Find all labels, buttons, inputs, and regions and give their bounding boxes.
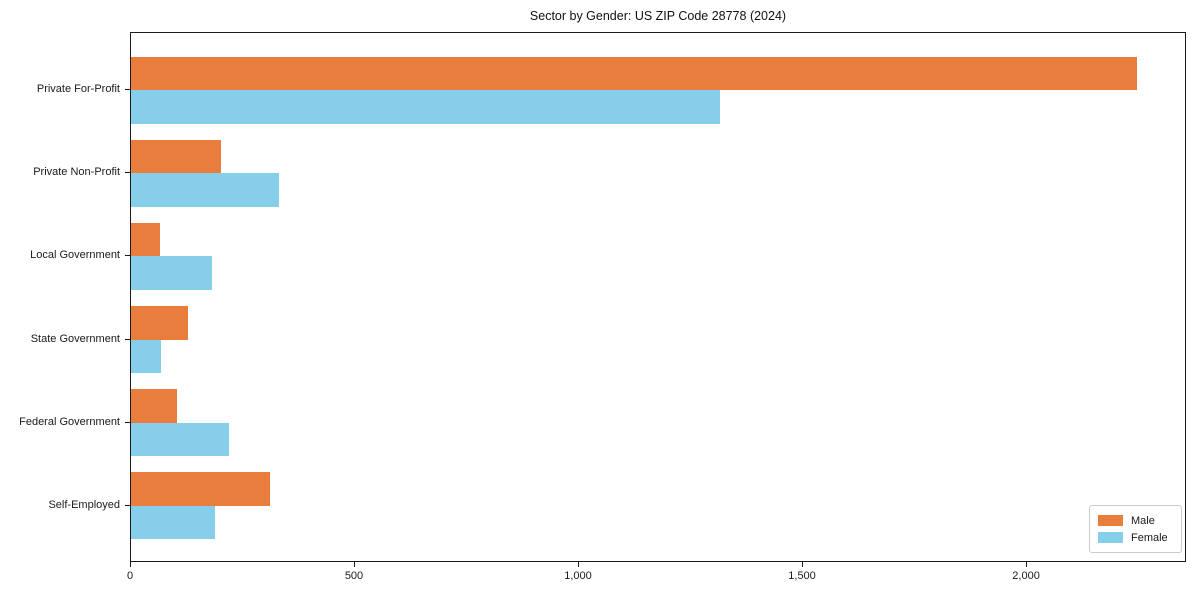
bar-female-private-for-profit [131,90,721,124]
x-tick-mark-1-500 [801,562,803,567]
bar-male-private-non-profit [131,140,221,174]
legend: Male Female [1089,505,1182,553]
y-axis-label-federal-government: Federal Government [19,415,120,428]
y-axis-label-private-for-profit: Private For-Profit [36,83,120,96]
bar-male-federal-government [131,389,177,423]
y-tick-mark-federal-government [125,421,130,423]
legend-label-male: Male [1131,514,1155,527]
y-axis-label-local-government: Local Government [30,249,120,262]
x-tick-label-500: 500 [344,570,364,582]
bar-female-local-government [131,256,212,290]
y-axis-label-self-employed: Self-Employed [48,498,120,511]
bar-male-local-government [131,223,161,257]
bar-male-state-government [131,306,188,340]
plot-area [130,32,1186,562]
y-tick-mark-private-for-profit [125,89,130,91]
x-tick-label-1-500: 1,500 [788,570,816,582]
y-tick-mark-state-government [125,338,130,340]
legend-label-female: Female [1131,531,1168,544]
y-tick-mark-local-government [125,255,130,257]
bar-male-private-for-profit [131,57,1137,91]
bar-female-federal-government [131,422,230,456]
x-tick-mark-2-000 [1025,562,1027,567]
legend-item-female: Female [1098,532,1181,544]
legend-swatch-male [1098,515,1123,526]
bar-female-state-government [131,339,162,373]
y-axis-label-state-government: State Government [30,332,120,345]
bar-male-self-employed [131,472,270,506]
y-tick-mark-private-non-profit [125,172,130,174]
x-tick-label-1-000: 1,000 [564,570,592,582]
x-tick-mark-1-000 [577,562,579,567]
chart-title: Sector by Gender: US ZIP Code 28778 (202… [529,9,787,23]
legend-item-male: Male [1098,515,1181,527]
x-tick-mark-500 [353,562,355,567]
bar-female-private-non-profit [131,173,279,207]
x-tick-label-2-000: 2,000 [1012,570,1040,582]
bar-female-self-employed [131,505,215,539]
x-tick-mark-0 [129,562,131,567]
y-tick-mark-self-employed [125,504,130,506]
legend-swatch-female [1098,532,1123,543]
x-tick-label-0: 0 [126,570,134,582]
y-axis-label-private-non-profit: Private Non-Profit [33,166,120,179]
